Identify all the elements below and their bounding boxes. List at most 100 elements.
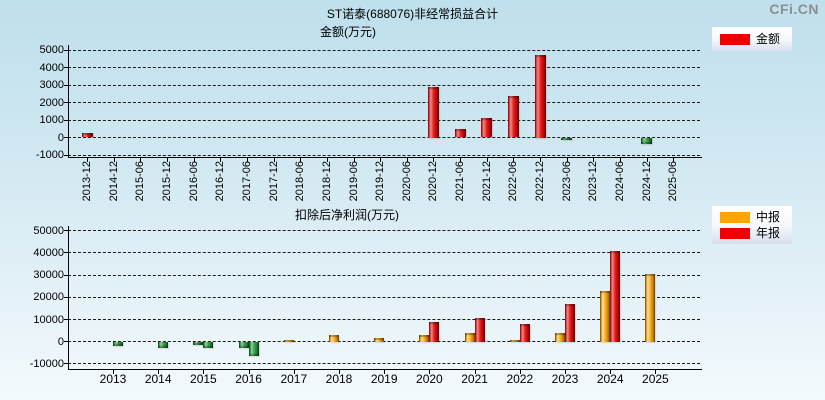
- bar-金额-2022-06: [507, 95, 519, 138]
- gridline: [68, 49, 700, 51]
- bar-中报-2016: [238, 341, 249, 348]
- x-axis-tick: [474, 369, 476, 374]
- y-tick-label: -1000: [35, 149, 64, 161]
- y-tick-label: 2000: [39, 96, 64, 109]
- x-axis-tick: [655, 369, 657, 374]
- legend-label-interim: 中报: [756, 209, 781, 224]
- x-axis-tick: [326, 158, 328, 162]
- gridline: [68, 154, 700, 156]
- x-axis-tick: [166, 158, 168, 162]
- x-axis-line: [68, 368, 702, 370]
- x-tick-label: 2015-12: [160, 161, 173, 202]
- x-axis-tick: [380, 158, 382, 162]
- legend-label-annual: 年报: [756, 225, 781, 240]
- bar-年报-2014: [158, 341, 169, 349]
- x-axis-tick: [429, 369, 431, 374]
- x-tick-label: 2024-12: [640, 161, 653, 202]
- bar-年报-2016: [248, 341, 259, 356]
- x-axis-tick: [433, 158, 435, 162]
- x-axis-tick: [300, 158, 302, 162]
- gridline: [68, 252, 700, 254]
- y-axis-tick: [64, 154, 68, 156]
- gridline: [68, 230, 700, 232]
- x-axis-tick: [673, 158, 675, 162]
- gridline: [68, 119, 700, 121]
- x-axis-tick: [220, 158, 222, 162]
- legend-item-interim: 中报: [720, 209, 792, 224]
- y-axis-tick: [64, 363, 68, 365]
- y-axis-tick: [64, 49, 68, 51]
- x-tick-label: 2021-06: [454, 161, 467, 202]
- y-tick-label: 3000: [39, 79, 64, 91]
- gridline: [68, 363, 700, 365]
- x-tick-label: 2023: [551, 372, 579, 386]
- gridline: [68, 341, 700, 343]
- y-axis-tick: [64, 341, 68, 343]
- x-tick-label: 2023-06: [560, 161, 573, 202]
- bar-中报-2023: [555, 333, 565, 342]
- x-axis-tick: [513, 158, 515, 162]
- chart1-y-axis-title: 金额(万元): [320, 25, 376, 39]
- x-tick-label: 2020: [416, 372, 443, 386]
- y-axis-line: [68, 226, 69, 369]
- x-axis-tick: [610, 369, 612, 374]
- bar-中报-2021: [464, 332, 475, 342]
- chart2-legend: 中报 年报: [712, 206, 792, 244]
- legend-label-amount: 金额: [756, 31, 781, 46]
- x-tick-label: 2017: [280, 372, 308, 386]
- gridline: [68, 274, 700, 276]
- bar-金额-2021-06: [454, 129, 466, 138]
- x-axis-tick: [540, 158, 542, 162]
- x-axis-tick: [203, 369, 205, 374]
- y-axis-tick: [64, 137, 68, 138]
- y-tick-label: 10000: [33, 313, 64, 326]
- chart2-title: 扣除后净利润(万元): [295, 208, 399, 222]
- x-axis-tick: [384, 369, 386, 374]
- legend-swatch-interim: [720, 211, 750, 223]
- x-tick-label: 2018-12: [320, 161, 333, 202]
- x-axis-tick: [406, 158, 408, 162]
- x-axis-tick: [248, 369, 250, 374]
- bar-中报-2020: [419, 335, 430, 342]
- bar-金额-2013-12: [81, 132, 93, 138]
- x-axis-tick: [646, 158, 648, 162]
- x-axis-tick: [293, 369, 295, 374]
- x-axis-tick: [486, 158, 488, 162]
- x-axis-tick: [519, 369, 521, 374]
- x-axis-tick: [140, 158, 142, 162]
- y-tick-label: 0: [57, 131, 64, 144]
- bar-年报-2020: [429, 321, 440, 342]
- bar-中报-2018: [329, 335, 339, 342]
- legend-item-amount: 金额: [720, 31, 792, 46]
- y-axis-tick: [64, 296, 68, 298]
- x-tick-label: 2021-12: [480, 161, 493, 202]
- x-tick-label: 2020-12: [427, 161, 440, 202]
- x-tick-label: 2022-12: [534, 161, 547, 202]
- x-tick-label: 2018-06: [294, 161, 307, 202]
- x-axis-tick: [620, 158, 621, 162]
- x-axis-tick: [565, 369, 566, 374]
- x-tick-label: 2025: [642, 372, 669, 386]
- y-tick-label: 20000: [33, 291, 64, 304]
- x-tick-label: 2020-06: [400, 161, 413, 202]
- x-axis-tick: [460, 158, 462, 162]
- gridline: [68, 67, 700, 68]
- x-tick-label: 2022-06: [507, 161, 520, 202]
- x-axis-tick: [339, 369, 340, 374]
- legend-item-annual: 年报: [720, 225, 792, 240]
- y-tick-label: 30000: [33, 269, 64, 282]
- gridline: [68, 84, 700, 86]
- x-axis-tick: [87, 158, 88, 162]
- y-axis-tick: [64, 319, 68, 320]
- y-tick-label: 40000: [33, 246, 64, 259]
- x-tick-label: 2021: [461, 372, 488, 386]
- bar-年报-2015: [203, 341, 214, 349]
- x-axis-tick: [246, 158, 248, 162]
- chart1-legend: 金额: [712, 27, 792, 51]
- bar-中报-2025: [645, 273, 656, 342]
- x-axis-tick: [273, 158, 275, 162]
- y-axis-tick: [64, 119, 68, 121]
- x-axis-tick: [566, 158, 568, 162]
- bar-金额-2023-06: [561, 137, 573, 141]
